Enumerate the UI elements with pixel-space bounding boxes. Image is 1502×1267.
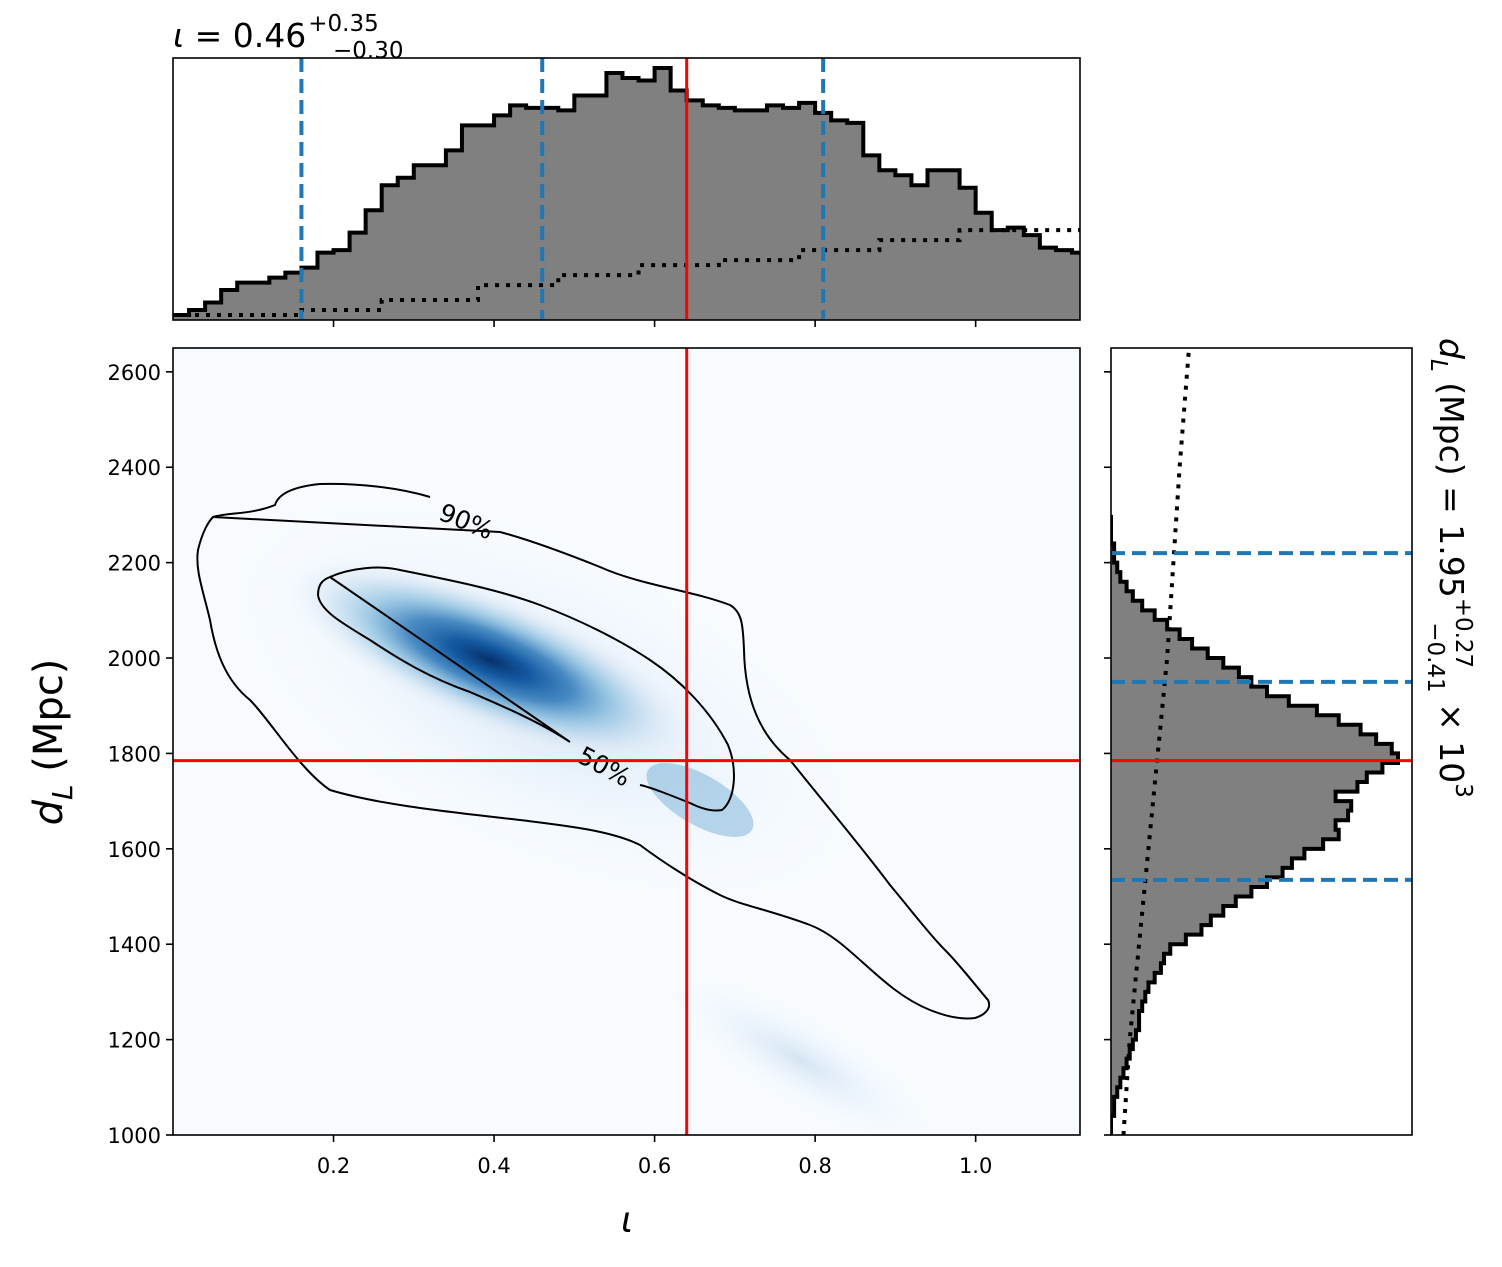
y-axis-ticks: 1000 1200 1400 1600 1800 2000 2200 2400 2600	[108, 361, 173, 1148]
x-axis-ticks: 0.2 0.4 0.6 0.8 1.0	[317, 1135, 992, 1178]
dL-quantile-lines	[1111, 551, 1412, 882]
iota-posterior-title-minus: −0.30	[333, 38, 403, 64]
ytick-label-5: 2000	[108, 647, 161, 671]
iota-histogram-outline	[173, 66, 1080, 318]
x-axis-label: ι	[621, 1200, 633, 1241]
dL-histogram-fill	[1111, 514, 1398, 1135]
xtick-label-4: 1.0	[959, 1154, 992, 1178]
ytick-label-1: 1200	[108, 1029, 161, 1053]
posterior-density	[211, 486, 941, 1135]
main-panel-frame	[172, 347, 1081, 1136]
ytick-label-6: 2200	[108, 552, 161, 576]
xtick-label-3: 0.8	[798, 1154, 831, 1178]
ytick-label-3: 1600	[108, 838, 161, 862]
ytick-label-4: 1800	[108, 742, 161, 766]
iota-posterior-title: ι = 0.46+0.35	[173, 11, 379, 55]
right-panel-yticks	[1104, 371, 1111, 1136]
dL-posterior-title: dL (Mpc) = 1.95+0.27−0.41 × 103	[1422, 338, 1476, 798]
y-axis-label: dL (Mpc)	[26, 659, 79, 826]
dL-prior-line	[1121, 348, 1191, 1135]
xtick-label-2: 0.6	[638, 1154, 671, 1178]
ytick-label-0: 1000	[108, 1124, 161, 1148]
top-panel-frame	[172, 57, 1081, 321]
ytick-label-7: 2400	[108, 456, 161, 480]
iota-quantile-lines	[299, 58, 826, 320]
iota-histogram-fill	[173, 68, 1080, 320]
ytick-label-8: 2600	[108, 361, 161, 385]
top-marginal-panel: ι = 0.46+0.35 −0.30	[172, 11, 1081, 327]
right-panel-frame	[1110, 347, 1413, 1136]
xtick-label-1: 0.4	[477, 1154, 510, 1178]
xtick-label-0: 0.2	[317, 1154, 350, 1178]
contour-90-line	[196, 482, 991, 1020]
ytick-label-2: 1400	[108, 933, 161, 957]
right-marginal-panel: dL (Mpc) = 1.95+0.27−0.41 × 103	[1104, 338, 1476, 1136]
top-panel-xticks	[332, 320, 977, 327]
dL-histogram-outline	[1111, 514, 1400, 1135]
main-2d-panel: 90% 50% 0.2 0.4 0.6 0.8 1.0 1000120014001600…	[26, 347, 1081, 1241]
contour-50-line	[316, 566, 735, 812]
